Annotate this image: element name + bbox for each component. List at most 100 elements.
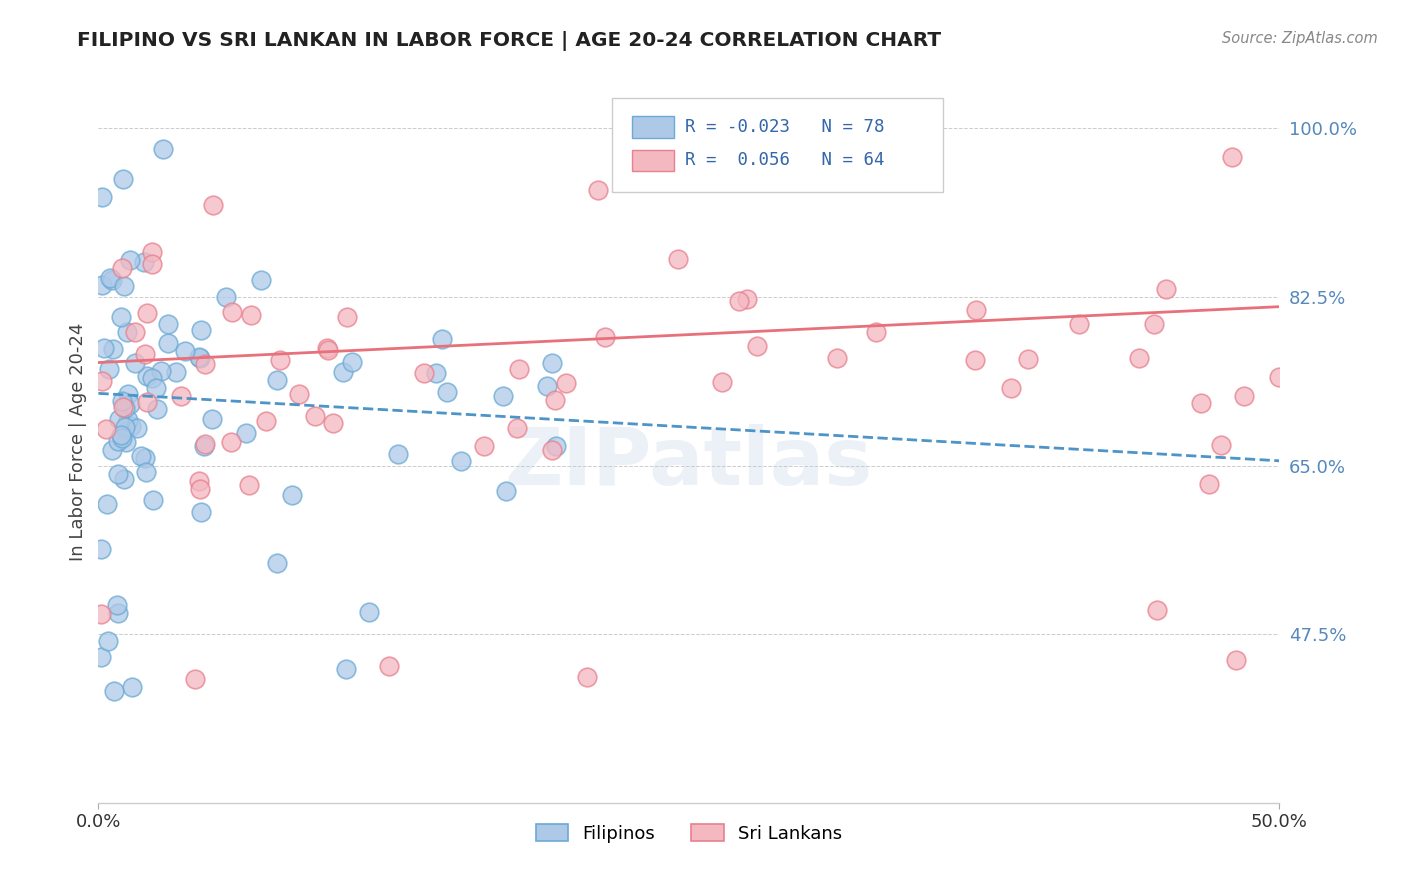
Point bbox=[174, 343, 197, 358]
Point bbox=[103, 684, 125, 698]
Point bbox=[127, 420, 149, 434]
Point bbox=[136, 306, 159, 320]
Point bbox=[1128, 351, 1150, 365]
Point bbox=[193, 440, 215, 454]
Point bbox=[1154, 282, 1177, 296]
Point bbox=[336, 310, 359, 324]
Point bbox=[121, 680, 143, 694]
Point bbox=[430, 332, 453, 346]
Point bbox=[190, 351, 212, 365]
Point bbox=[157, 317, 180, 331]
Point bbox=[666, 252, 689, 267]
Point bbox=[134, 451, 156, 466]
Point bbox=[1198, 477, 1220, 491]
Point bbox=[745, 339, 768, 353]
Point bbox=[1000, 380, 1022, 394]
Point bbox=[287, 387, 309, 401]
Point bbox=[93, 341, 115, 355]
Point bbox=[141, 244, 163, 259]
Point bbox=[378, 658, 401, 673]
Point bbox=[544, 393, 567, 408]
Point bbox=[266, 373, 288, 387]
Point bbox=[115, 434, 138, 449]
Point bbox=[215, 290, 238, 304]
Point bbox=[506, 421, 529, 435]
Point bbox=[219, 435, 242, 450]
Point bbox=[129, 449, 152, 463]
Point bbox=[111, 431, 134, 445]
Point bbox=[735, 292, 758, 306]
Point bbox=[593, 330, 616, 344]
Point bbox=[266, 556, 288, 570]
Point bbox=[124, 325, 146, 339]
Point bbox=[96, 497, 118, 511]
Point bbox=[105, 599, 128, 613]
Point bbox=[141, 257, 163, 271]
Point bbox=[387, 446, 409, 460]
FancyBboxPatch shape bbox=[633, 117, 673, 138]
Point bbox=[152, 143, 174, 157]
Point bbox=[412, 366, 434, 380]
Point bbox=[269, 353, 291, 368]
Point bbox=[90, 541, 112, 556]
Point bbox=[190, 323, 212, 337]
Y-axis label: In Labor Force | Age 20-24: In Labor Force | Age 20-24 bbox=[69, 322, 87, 561]
Point bbox=[188, 350, 211, 364]
Point bbox=[118, 252, 141, 267]
Point bbox=[335, 662, 357, 676]
Point bbox=[254, 414, 277, 428]
Point bbox=[322, 417, 344, 431]
Text: Source: ZipAtlas.com: Source: ZipAtlas.com bbox=[1222, 31, 1378, 46]
Point bbox=[201, 412, 224, 426]
Point bbox=[472, 439, 495, 453]
Point bbox=[304, 409, 326, 423]
FancyBboxPatch shape bbox=[612, 98, 943, 193]
Point bbox=[107, 434, 129, 448]
Point bbox=[436, 385, 458, 400]
Point bbox=[1067, 317, 1090, 331]
Legend: Filipinos, Sri Lankans: Filipinos, Sri Lankans bbox=[530, 818, 848, 848]
Point bbox=[90, 649, 112, 664]
Point bbox=[555, 376, 578, 390]
Point bbox=[495, 484, 517, 499]
Point bbox=[249, 273, 271, 287]
Point bbox=[124, 356, 146, 370]
Point bbox=[1142, 317, 1164, 331]
Point bbox=[357, 605, 380, 619]
Point bbox=[188, 474, 211, 488]
Point bbox=[111, 171, 134, 186]
Point bbox=[188, 482, 211, 496]
Point bbox=[90, 190, 112, 204]
Point bbox=[135, 368, 157, 383]
Point bbox=[183, 672, 205, 686]
Point bbox=[332, 366, 354, 380]
Point bbox=[112, 279, 135, 293]
Point bbox=[111, 401, 134, 415]
Point bbox=[142, 492, 165, 507]
Point bbox=[1017, 351, 1039, 366]
Point bbox=[97, 634, 120, 648]
Point bbox=[94, 422, 117, 436]
Point bbox=[98, 270, 121, 285]
Point bbox=[965, 303, 987, 318]
Point bbox=[492, 389, 515, 403]
Point bbox=[111, 261, 134, 276]
Point bbox=[135, 465, 157, 479]
Point bbox=[425, 367, 447, 381]
Point bbox=[711, 375, 734, 389]
Point bbox=[825, 351, 848, 366]
Point bbox=[728, 294, 751, 309]
Point bbox=[1220, 150, 1243, 164]
Point bbox=[118, 397, 141, 411]
Point bbox=[450, 454, 472, 468]
Point bbox=[107, 606, 129, 620]
Point bbox=[117, 387, 139, 401]
Point bbox=[536, 379, 558, 393]
Point bbox=[117, 413, 139, 427]
Point bbox=[1146, 603, 1168, 617]
Point bbox=[100, 273, 122, 287]
Point bbox=[101, 442, 124, 457]
Point bbox=[165, 365, 187, 379]
Point bbox=[235, 425, 257, 440]
Point bbox=[146, 402, 169, 417]
